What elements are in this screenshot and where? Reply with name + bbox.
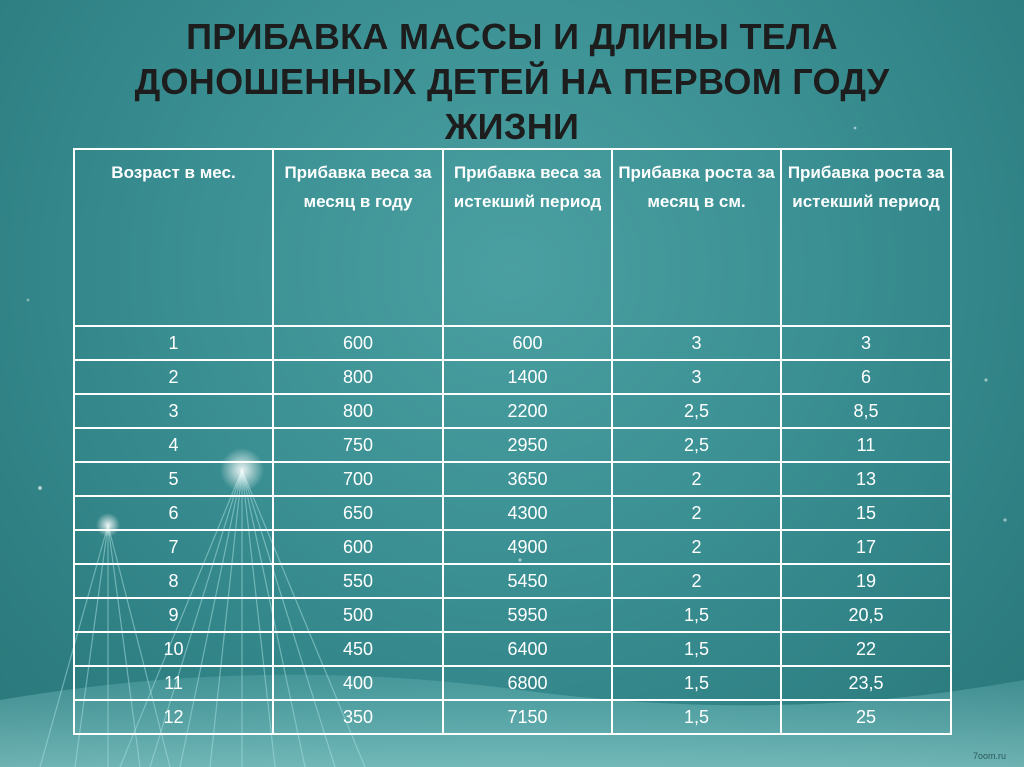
header-height-monthly: Прибавка роста за месяц в см. [611,148,782,327]
table-row: 2 800 1400 3 6 [73,359,952,395]
cell-weight-monthly: 700 [272,461,444,497]
cell-height-total: 22 [780,631,952,667]
cell-age: 9 [73,597,274,633]
cell-weight-monthly: 550 [272,563,444,599]
cell-height-total: 25 [780,699,952,735]
cell-height-monthly: 2,5 [611,393,782,429]
cell-weight-total: 6400 [442,631,613,667]
cell-height-monthly: 3 [611,325,782,361]
table-row: 12 350 7150 1,5 25 [73,699,952,735]
cell-weight-monthly: 450 [272,631,444,667]
table-row: 11 400 6800 1,5 23,5 [73,665,952,701]
cell-age: 7 [73,529,274,565]
cell-height-monthly: 2 [611,461,782,497]
cell-weight-monthly: 800 [272,393,444,429]
cell-height-monthly: 3 [611,359,782,395]
cell-weight-total: 4300 [442,495,613,531]
cell-height-total: 15 [780,495,952,531]
cell-age: 6 [73,495,274,531]
cell-height-monthly: 1,5 [611,699,782,735]
table-row: 3 800 2200 2,5 8,5 [73,393,952,429]
header-weight-total: Прибавка веса за истекший период [442,148,613,327]
table-row: 1 600 600 3 3 [73,325,952,361]
table-row: 4 750 2950 2,5 11 [73,427,952,463]
cell-age: 12 [73,699,274,735]
cell-weight-total: 1400 [442,359,613,395]
cell-height-monthly: 2 [611,563,782,599]
cell-age: 10 [73,631,274,667]
site-watermark: 7oom.ru [972,751,1006,761]
cell-age: 1 [73,325,274,361]
cell-age: 5 [73,461,274,497]
cell-age: 3 [73,393,274,429]
cell-height-total: 8,5 [780,393,952,429]
cell-height-total: 13 [780,461,952,497]
growth-table: Возраст в мес. Прибавка веса за месяц в … [73,148,952,735]
cell-weight-total: 3650 [442,461,613,497]
cell-height-total: 23,5 [780,665,952,701]
cell-height-total: 20,5 [780,597,952,633]
cell-weight-monthly: 650 [272,495,444,531]
cell-weight-monthly: 500 [272,597,444,633]
cell-height-monthly: 2 [611,529,782,565]
cell-weight-monthly: 350 [272,699,444,735]
header-weight-monthly: Прибавка веса за месяц в году [272,148,444,327]
cell-height-total: 11 [780,427,952,463]
table-row: 6 650 4300 2 15 [73,495,952,531]
cell-height-total: 3 [780,325,952,361]
table-row: 5 700 3650 2 13 [73,461,952,497]
table-row: 8 550 5450 2 19 [73,563,952,599]
cell-weight-monthly: 600 [272,325,444,361]
table-row: 9 500 5950 1,5 20,5 [73,597,952,633]
cell-weight-monthly: 800 [272,359,444,395]
table-header-row: Возраст в мес. Прибавка веса за месяц в … [73,148,952,327]
cell-weight-total: 4900 [442,529,613,565]
header-age: Возраст в мес. [73,148,274,327]
cell-age: 11 [73,665,274,701]
cell-weight-monthly: 400 [272,665,444,701]
table-row: 7 600 4900 2 17 [73,529,952,565]
cell-height-monthly: 1,5 [611,665,782,701]
slide-title: ПРИБАВКА МАССЫ И ДЛИНЫ ТЕЛА ДОНОШЕННЫХ Д… [134,16,890,147]
cell-weight-monthly: 600 [272,529,444,565]
cell-weight-total: 5950 [442,597,613,633]
cell-weight-monthly: 750 [272,427,444,463]
cell-age: 8 [73,563,274,599]
cell-weight-total: 600 [442,325,613,361]
cell-height-monthly: 2,5 [611,427,782,463]
cell-weight-total: 2950 [442,427,613,463]
cell-weight-total: 6800 [442,665,613,701]
cell-height-total: 17 [780,529,952,565]
cell-height-total: 6 [780,359,952,395]
cell-weight-total: 2200 [442,393,613,429]
cell-age: 4 [73,427,274,463]
cell-weight-total: 7150 [442,699,613,735]
cell-height-monthly: 1,5 [611,597,782,633]
cell-height-total: 19 [780,563,952,599]
cell-age: 2 [73,359,274,395]
header-height-total: Прибавка роста за истекший период [780,148,952,327]
table-row: 10 450 6400 1,5 22 [73,631,952,667]
cell-height-monthly: 2 [611,495,782,531]
cell-height-monthly: 1,5 [611,631,782,667]
cell-weight-total: 5450 [442,563,613,599]
